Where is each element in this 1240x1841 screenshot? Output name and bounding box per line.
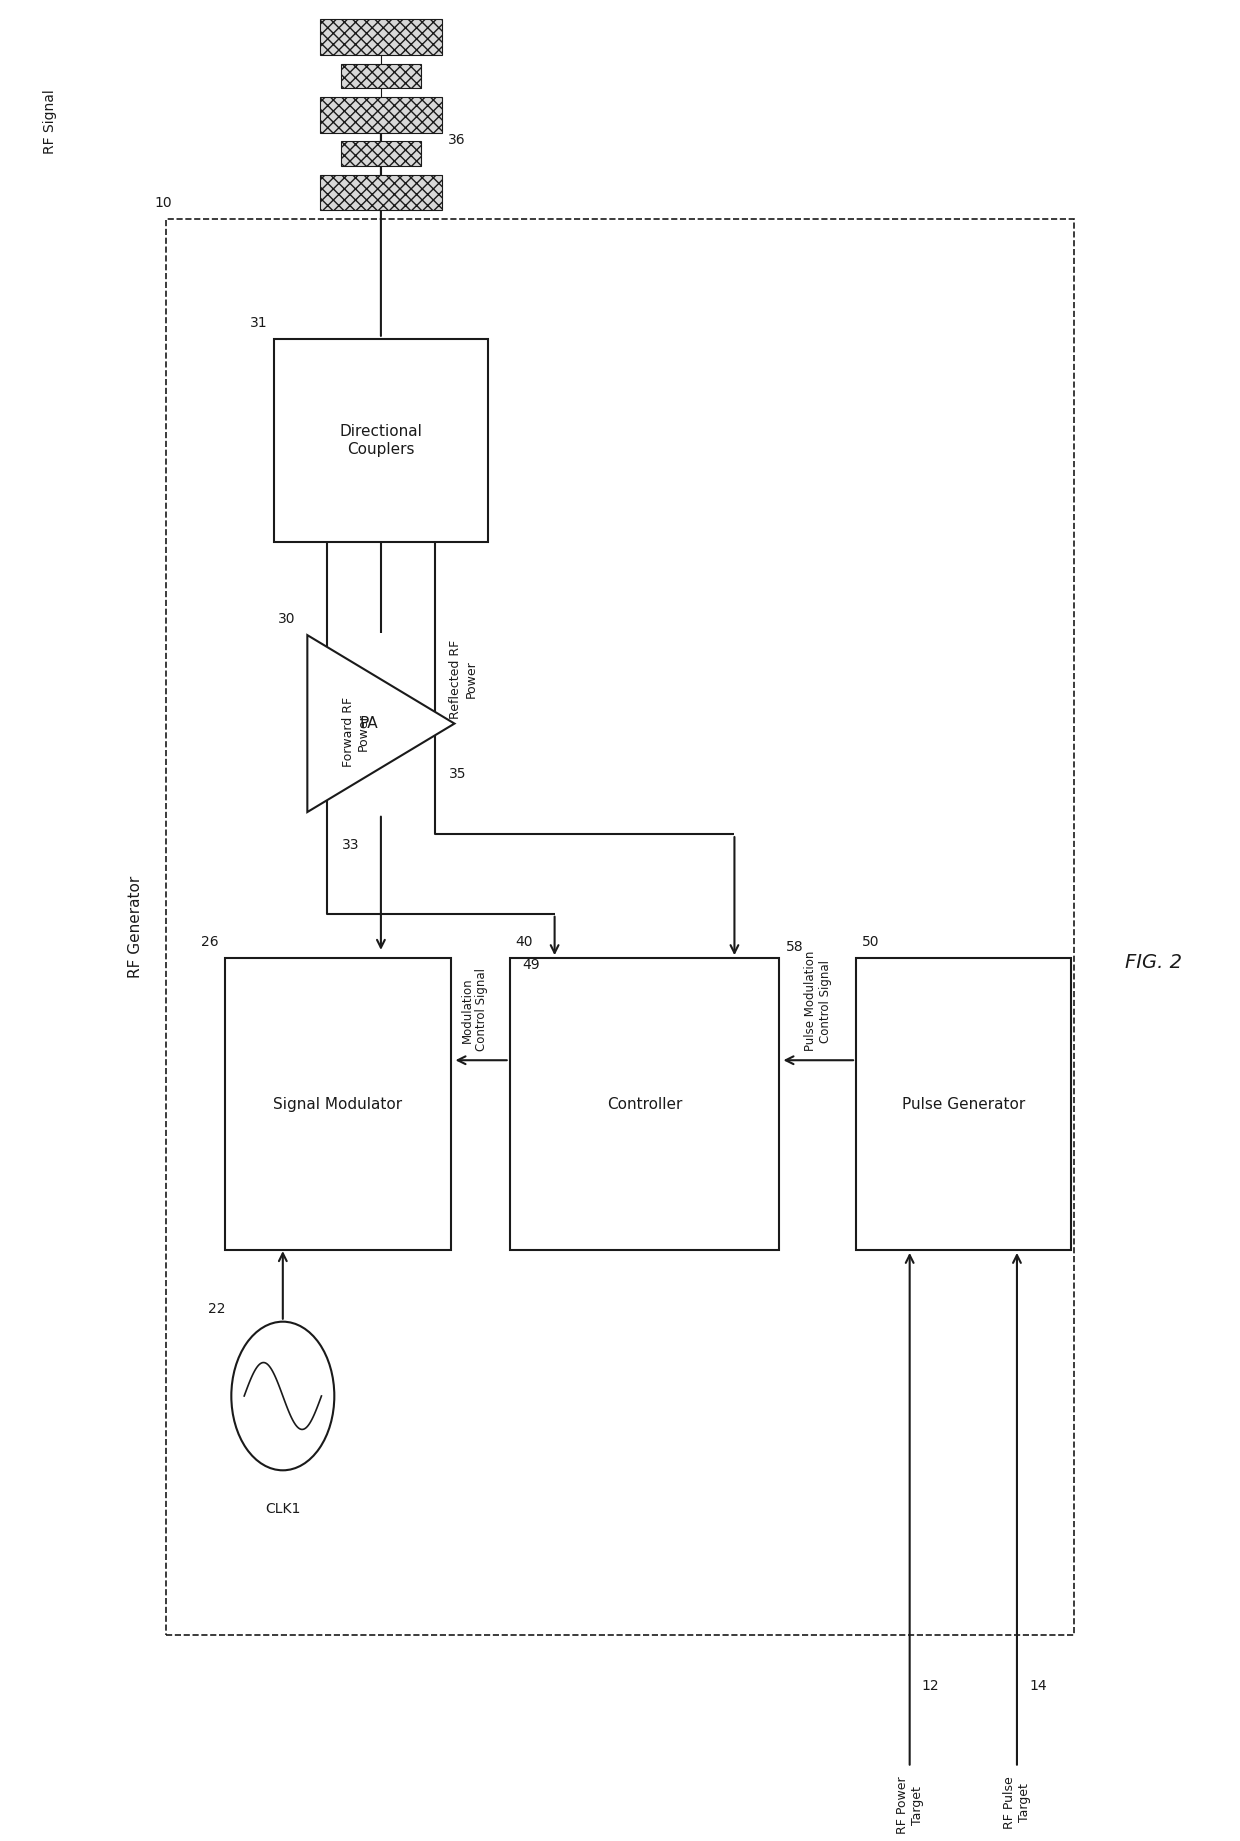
Polygon shape: [308, 635, 455, 812]
Text: PA: PA: [360, 716, 378, 731]
Text: 22: 22: [207, 1302, 226, 1316]
Text: Signal Modulator: Signal Modulator: [274, 1097, 403, 1112]
Bar: [320, 98, 443, 133]
Text: Pulse Modulation
Control Signal: Pulse Modulation Control Signal: [804, 952, 832, 1051]
Text: 12: 12: [921, 1679, 940, 1694]
Text: 49: 49: [522, 957, 539, 972]
Text: 26: 26: [201, 935, 218, 950]
Bar: [320, 20, 443, 55]
Text: CLK1: CLK1: [265, 1502, 300, 1517]
Text: 35: 35: [449, 768, 466, 781]
Text: 10: 10: [154, 197, 171, 210]
Bar: [320, 175, 443, 210]
Text: FIG. 2: FIG. 2: [1125, 954, 1182, 972]
Bar: [274, 339, 489, 543]
Text: 14: 14: [1029, 1679, 1047, 1694]
Bar: [510, 957, 780, 1250]
Text: Reflected RF
Power: Reflected RF Power: [449, 639, 477, 720]
Text: 50: 50: [862, 935, 879, 950]
Text: RF Generator: RF Generator: [128, 876, 143, 978]
Text: 58: 58: [785, 941, 804, 954]
Bar: [341, 64, 420, 88]
Text: Modulation
Control Signal: Modulation Control Signal: [460, 968, 489, 1051]
Text: RF Power
Target: RF Power Target: [895, 1777, 924, 1834]
Circle shape: [232, 1322, 335, 1471]
Text: 33: 33: [342, 838, 360, 852]
Text: Directional
Couplers: Directional Couplers: [340, 423, 423, 457]
Bar: [224, 957, 451, 1250]
Bar: [166, 219, 1074, 1635]
Bar: [341, 142, 420, 166]
Bar: [856, 957, 1070, 1250]
Text: 31: 31: [250, 317, 268, 330]
Text: 36: 36: [449, 133, 466, 147]
Text: 30: 30: [278, 613, 295, 626]
Text: Forward RF
Power: Forward RF Power: [342, 698, 370, 768]
Text: RF Pulse
Target: RF Pulse Target: [1003, 1777, 1030, 1830]
Text: 40: 40: [516, 935, 533, 950]
Text: RF Signal: RF Signal: [43, 90, 57, 155]
Text: Pulse Generator: Pulse Generator: [901, 1097, 1025, 1112]
Text: Controller: Controller: [606, 1097, 682, 1112]
